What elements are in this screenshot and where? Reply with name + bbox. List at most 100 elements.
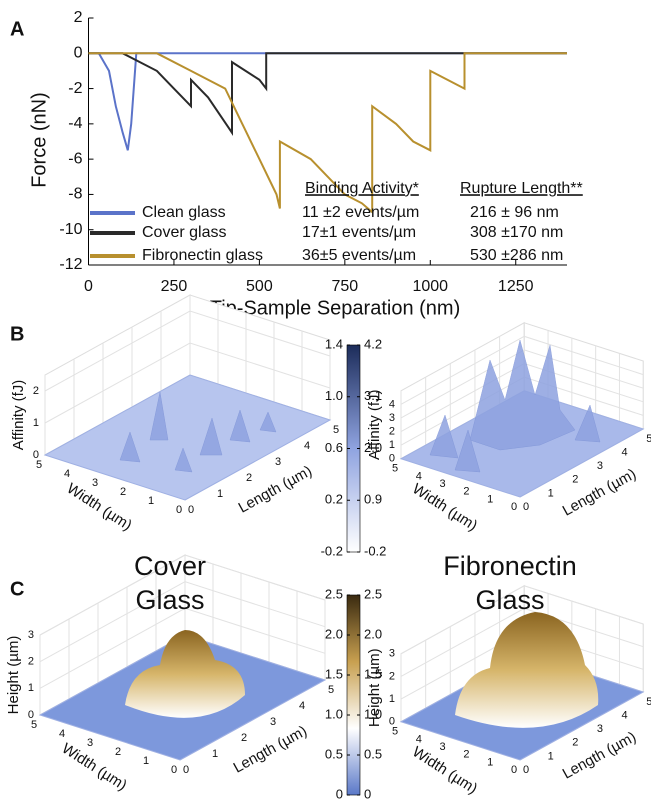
y-tick-label: 1 bbox=[487, 756, 493, 768]
y-tick-label: 5 bbox=[392, 463, 398, 475]
x-tick-label: 3 bbox=[597, 460, 603, 472]
table-header: Rupture Length** bbox=[460, 180, 583, 197]
colorbar-tick-label: 2.5 bbox=[325, 586, 343, 601]
x-tick-label: 4 bbox=[622, 447, 628, 459]
colorbar-tick-label: 2.0 bbox=[325, 626, 343, 641]
z-tick-label: 3 bbox=[389, 648, 395, 660]
colorbar-tick-label: 4.2 bbox=[364, 336, 382, 351]
x-tick-label: 1 bbox=[212, 748, 218, 760]
surface-relief bbox=[119, 339, 601, 473]
z-tick-label: 2 bbox=[389, 425, 395, 437]
z-tick-label: 2 bbox=[389, 670, 395, 682]
y-tick-label: 4 bbox=[416, 470, 422, 482]
z-tick-label: 4 bbox=[389, 398, 395, 410]
table-cell: 17±1 events/µm bbox=[302, 224, 416, 241]
colorbar-tick-label: 1.5 bbox=[325, 666, 343, 681]
force-curve bbox=[88, 52, 567, 136]
x-tick-label: 1000 bbox=[412, 278, 448, 295]
mound bbox=[455, 612, 599, 728]
z-axis-label: Height (µm) bbox=[5, 636, 22, 715]
colorbar-tick-label: 3.1 bbox=[364, 388, 382, 403]
colorbar-tick-label: -0.2 bbox=[364, 543, 386, 558]
x-tick-label: 0 bbox=[188, 504, 194, 516]
colorbar-tick-label: 2.0 bbox=[364, 440, 382, 455]
x-tick-label: 1250 bbox=[498, 278, 534, 295]
y-tick-label: -12 bbox=[59, 256, 82, 273]
y-tick-label: 2 bbox=[74, 9, 83, 26]
colorbar-tick-label: 2.5 bbox=[364, 586, 382, 601]
panel-a: -12 -10 -8 -6 -4 -2 0 2 0 250 500 750 1000 1250 Tip-Sa… bbox=[28, 9, 582, 319]
panel-label: C bbox=[10, 578, 24, 600]
y-tick-label: 0 bbox=[171, 764, 177, 776]
y-tick-label: 3 bbox=[92, 477, 98, 489]
colorbar-tick-label: 0.6 bbox=[325, 440, 343, 455]
colorbar-tick-label: 0 bbox=[364, 786, 371, 801]
surface-title: Glass bbox=[135, 585, 204, 615]
z-tick-label: 1 bbox=[28, 682, 34, 694]
z-tick-label: 2 bbox=[33, 385, 39, 397]
x-tick-label: 5 bbox=[646, 433, 651, 445]
ridge bbox=[469, 339, 576, 451]
y-tick-label: 1 bbox=[487, 493, 493, 505]
force-curve bbox=[88, 52, 567, 151]
x-axis-label: Tip-Sample Separation (nm) bbox=[210, 297, 460, 319]
x-tick-label: 0 bbox=[183, 764, 189, 776]
y-tick-label: 5 bbox=[392, 726, 398, 738]
peak bbox=[259, 411, 277, 433]
peak bbox=[454, 429, 481, 473]
y-tick-label: 0 bbox=[176, 504, 182, 516]
x-tick-label: 0 bbox=[523, 501, 529, 513]
x-tick-label: 5 bbox=[333, 424, 339, 436]
colorbar-tick-label: 1.0 bbox=[325, 388, 343, 403]
x-tick-label: 4 bbox=[622, 710, 628, 722]
y-tick-label: 5 bbox=[36, 459, 42, 471]
y-tick-label: 4 bbox=[64, 468, 70, 480]
z-tick-label: 1 bbox=[389, 693, 395, 705]
peak bbox=[429, 414, 459, 459]
panel-label: A bbox=[10, 18, 24, 40]
x-tick-label: 250 bbox=[161, 278, 188, 295]
z-tick-label: 3 bbox=[28, 629, 34, 641]
colorbar-tick-label: 2.0 bbox=[364, 626, 382, 641]
x-tick-label: 0 bbox=[84, 278, 93, 295]
peak bbox=[574, 404, 601, 443]
peak bbox=[229, 409, 251, 443]
legend-label: Cover glass bbox=[142, 224, 226, 241]
x-tick-label: 5 bbox=[328, 684, 334, 696]
x-tick-label: 2 bbox=[572, 474, 578, 486]
x-tick-label: 1 bbox=[548, 750, 554, 762]
x-tick-label: 500 bbox=[246, 278, 273, 295]
panel-label: B bbox=[10, 323, 24, 345]
colorbar-tick-label: 0.2 bbox=[325, 492, 343, 507]
y-tick-label: 3 bbox=[87, 737, 93, 749]
surface-title: Cover bbox=[134, 551, 206, 581]
surface-title: Glass bbox=[475, 585, 544, 615]
legend-label: Fibronectin glass bbox=[142, 247, 263, 264]
table-cell: 216 ± 96 nm bbox=[470, 204, 559, 221]
surface-title: Fibronectin bbox=[443, 551, 577, 581]
colorbar bbox=[346, 594, 361, 796]
table-cell: 530 ±286 nm bbox=[470, 247, 563, 264]
x-axis-label: Length (µm) bbox=[236, 462, 315, 516]
x-tick-label: 1 bbox=[548, 487, 554, 499]
peak bbox=[199, 417, 223, 456]
table-cell: 308 ±170 nm bbox=[470, 224, 563, 241]
table-header: Binding Activity* bbox=[305, 180, 419, 197]
colorbar-tick-label: 1.5 bbox=[364, 666, 382, 681]
colorbar-tick-label: 0 bbox=[336, 786, 343, 801]
colorbar-tick-label: 0.9 bbox=[364, 492, 382, 507]
z-tick-label: 0 bbox=[33, 449, 39, 461]
y-tick-label: -2 bbox=[68, 80, 82, 97]
x-axis-label: Length (µm) bbox=[231, 722, 310, 776]
y-tick-label: 3 bbox=[440, 741, 446, 753]
colorbar-tick-label: 0.5 bbox=[325, 746, 343, 761]
y-tick-label: 2 bbox=[463, 486, 469, 498]
y-tick-label: 1 bbox=[148, 495, 154, 507]
z-tick-label: 0 bbox=[389, 453, 395, 465]
y-tick-label: 0 bbox=[74, 45, 83, 62]
z-axis-label: Height (µm) bbox=[366, 648, 383, 727]
y-tick-label: 5 bbox=[31, 719, 37, 731]
colorbar-tick-label: 1.4 bbox=[325, 336, 343, 351]
peak bbox=[149, 391, 169, 441]
